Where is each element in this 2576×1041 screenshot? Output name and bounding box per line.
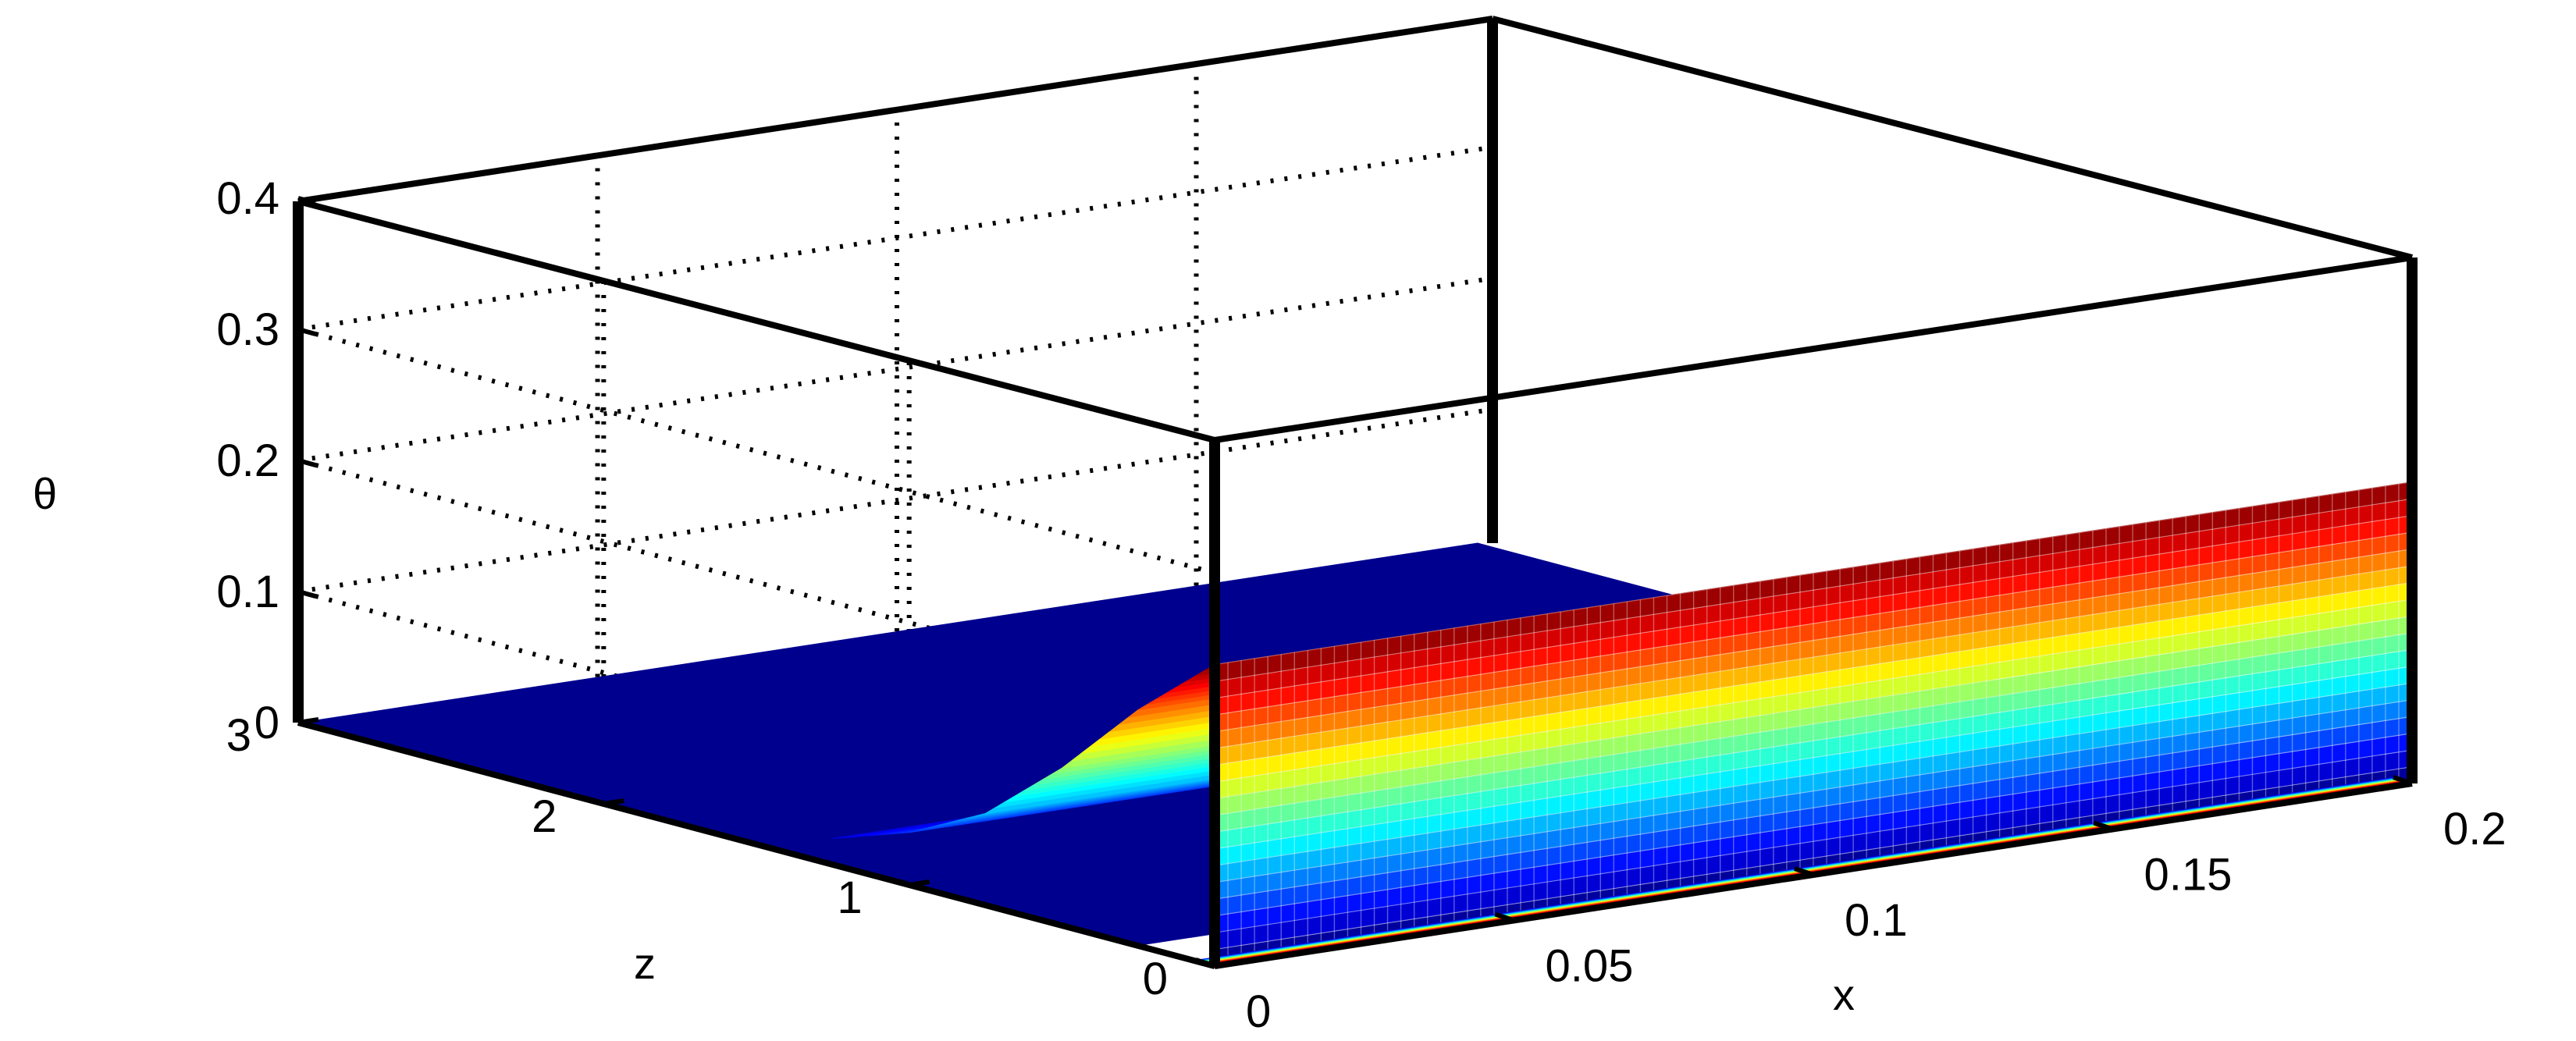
x-tick-label-2: 0.1: [1845, 895, 1908, 946]
grid-line-back-theta-1: [297, 275, 1496, 463]
z-tick-label-1: 1: [837, 872, 862, 923]
theta-tick-2: [297, 458, 316, 467]
z-tick-label-0: 0: [1143, 954, 1168, 1004]
z-tick-2: [603, 798, 624, 806]
grid-line-back-theta-2: [297, 144, 1496, 332]
frame-top-back-right: [1491, 16, 2414, 261]
x-tick-label-1: 0.05: [1546, 941, 1634, 992]
x-axis-label: x: [1833, 970, 1855, 1019]
theta-tick-label-4: 0.4: [216, 173, 279, 224]
theta-tick-label-3: 0.3: [216, 304, 279, 355]
x-tick-4: [2393, 775, 2413, 786]
x-tick-2: [1794, 866, 1814, 877]
x-tick-1: [1494, 911, 1515, 923]
z-tick-label-3: 3: [226, 710, 251, 761]
frame-top-front-right: [1214, 254, 2413, 443]
grid-line-left-theta-2: [297, 327, 1215, 575]
z-tick-0: [1214, 961, 1236, 968]
theta-tick-label-1: 0.1: [216, 567, 279, 617]
z-tick-label-2: 2: [532, 791, 557, 842]
frame-top-front-left: [297, 198, 1216, 443]
theta-tick-label-2: 0.2: [216, 435, 279, 486]
z-tick-1: [909, 879, 930, 887]
theta-axis-label: θ: [33, 469, 57, 518]
z-axis-label: z: [634, 939, 656, 988]
x-tick-label-0: 0: [1246, 986, 1271, 1037]
x-tick-0: [1195, 958, 1215, 968]
surface: [298, 481, 2413, 968]
theta-tick-4: [297, 196, 316, 205]
grid-line-back-theta-0: [297, 407, 1496, 594]
z-tick-3: [297, 717, 319, 725]
x-tick-3: [2093, 820, 2114, 832]
theta-tick-3: [297, 327, 316, 336]
x-tick-label-3: 0.15: [2144, 850, 2233, 901]
x-tick-label-4: 0.2: [2443, 804, 2507, 854]
z-axis-line: [297, 719, 1216, 969]
theta-tick-1: [297, 589, 316, 599]
plot-frame: [297, 16, 2414, 443]
theta-tick-label-0: 0: [254, 698, 279, 748]
